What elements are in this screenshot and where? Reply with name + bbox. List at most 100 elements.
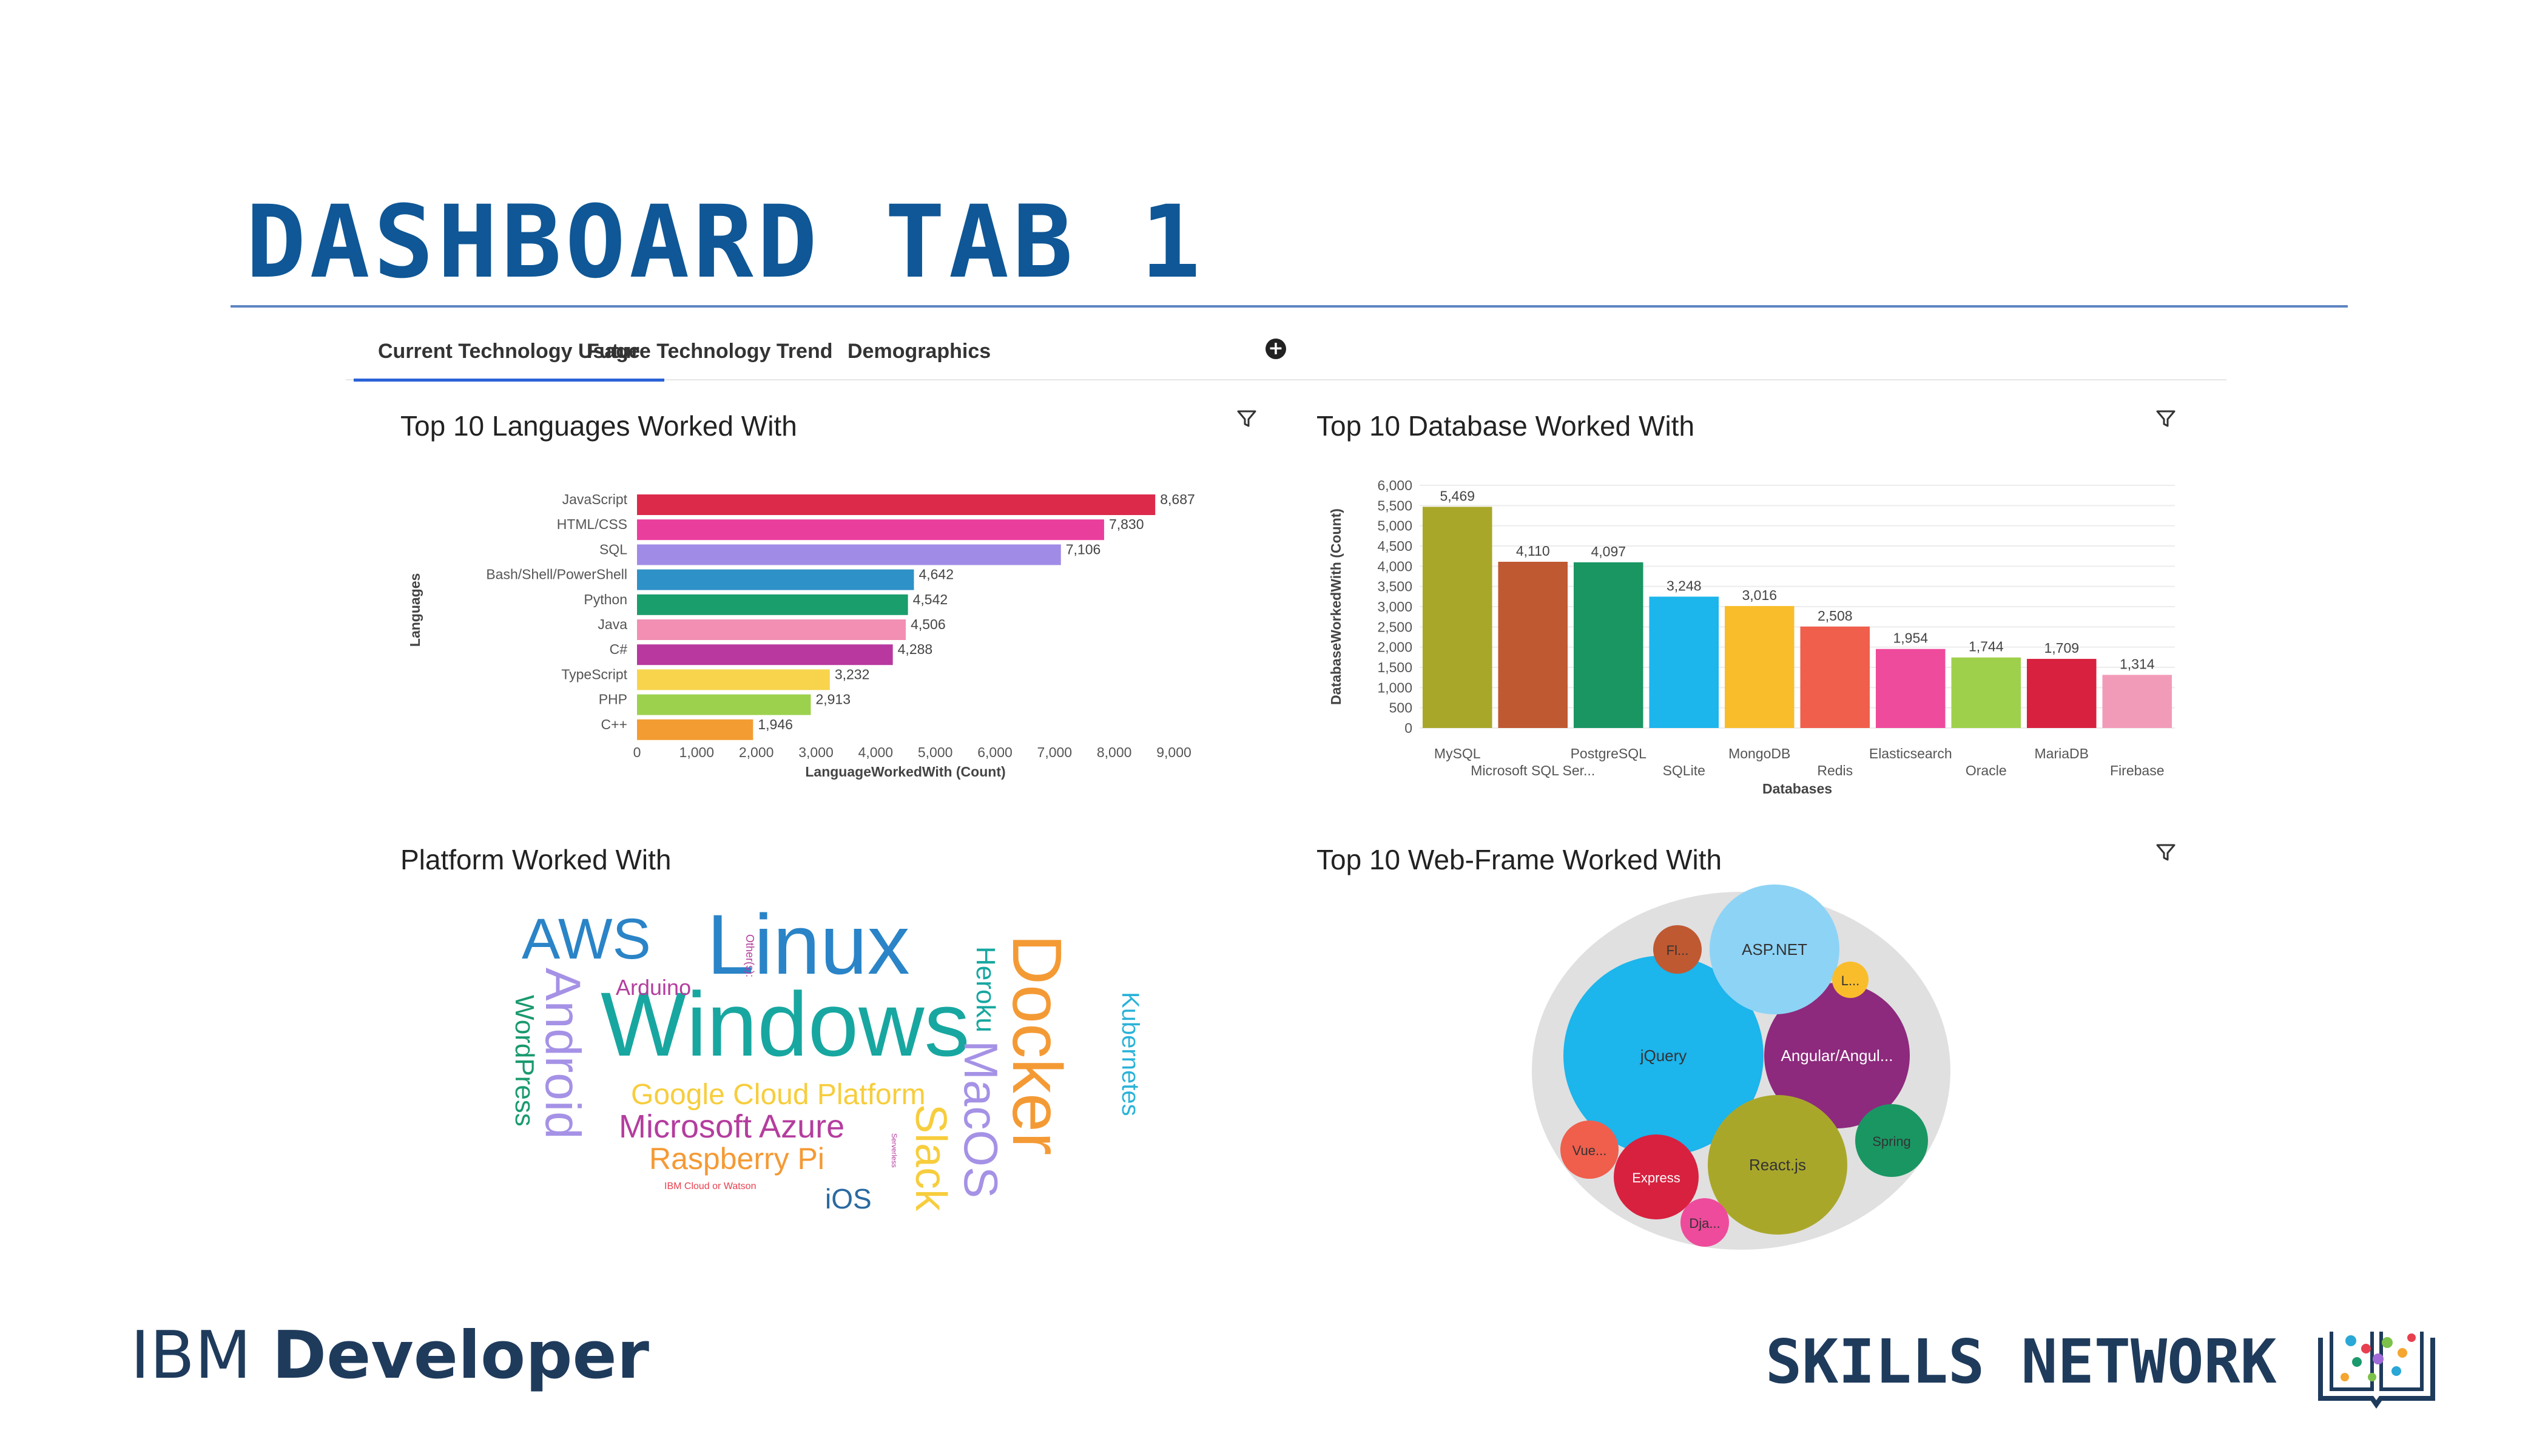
tab-bar: Current Technology Usage Future Technolo… [346, 322, 2226, 380]
y-tick-label: SQL [599, 541, 627, 557]
bar [1423, 507, 1492, 728]
bubble-label: Express [1632, 1170, 1680, 1185]
x-tick-label: MariaDB [2035, 746, 2089, 761]
word-cloud-word: Google Cloud Platform [631, 1079, 926, 1111]
y-tick-label: 6,000 [1377, 477, 1412, 493]
x-tick-label: 3,000 [798, 744, 834, 760]
bar [637, 519, 1104, 540]
tab-future-technology-trend[interactable]: Future Technology Trend [587, 340, 833, 363]
filter-icon[interactable] [2154, 406, 2178, 431]
bar-value-label: 2,508 [1818, 608, 1853, 624]
bar-value-label: 1,744 [1969, 639, 2004, 655]
x-tick-label: 8,000 [1097, 744, 1132, 760]
x-tick-label: Microsoft SQL Ser... [1471, 763, 1595, 778]
filter-icon[interactable] [2154, 840, 2178, 864]
y-tick-label: 1,000 [1377, 679, 1412, 695]
bar [637, 695, 811, 715]
title-divider [231, 305, 2348, 308]
word-cloud-word: Arduino [616, 975, 691, 1000]
x-tick-label: SQLite [1663, 763, 1705, 778]
bar-value-label: 4,097 [1591, 544, 1626, 559]
x-tick-label: 9,000 [1156, 744, 1191, 760]
y-tick-label: 4,000 [1377, 558, 1412, 574]
bubble-label: React.js [1749, 1156, 1806, 1174]
x-tick-label: Redis [1817, 763, 1853, 778]
bar-value-label: 2,913 [815, 692, 851, 707]
bar [1725, 606, 1795, 728]
platform-word-cloud: WindowsLinux DockerAWSAndroid MacOSSlackGo… [510, 904, 1177, 1244]
bar-value-label: 4,642 [918, 567, 954, 582]
word-cloud-word: Raspberry Pi [649, 1142, 824, 1176]
bar [1498, 562, 1568, 728]
bar-value-label: 5,469 [1440, 488, 1475, 504]
x-tick-label: Oracle [1966, 763, 2007, 778]
word-cloud-word: Microsoft Azure [619, 1108, 844, 1145]
dashboard: Current Technology Usage Future Technolo… [328, 322, 2245, 1280]
bar [2027, 659, 2097, 728]
tab-demographics[interactable]: Demographics [848, 340, 991, 363]
word-cloud-word: iOS [825, 1183, 872, 1215]
bar-value-label: 4,506 [911, 616, 946, 632]
x-tick-label: 5,000 [918, 744, 953, 760]
y-tick-label: 5,000 [1377, 518, 1412, 534]
bar [1876, 649, 1946, 728]
bar [637, 544, 1061, 565]
bar [637, 595, 908, 615]
bar [2102, 675, 2172, 728]
ibm-logo-bold: Developer [272, 1318, 649, 1394]
word-cloud-word: Heroku [971, 946, 1000, 1033]
word-cloud-word: Docker [998, 934, 1076, 1155]
x-tick-label: Elasticsearch [1869, 746, 1952, 761]
y-tick-label: 2,500 [1377, 619, 1412, 635]
webframe-bubble-chart: jQuery Angular/Angul... React.js ASP.NET Spr… [1529, 892, 1966, 1256]
word-cloud-word: Other(s): [744, 934, 756, 977]
bar-value-label: 1,314 [2120, 656, 2155, 672]
skills-network-logo: SKILLS NETWORK [1765, 1326, 2277, 1398]
bar [637, 669, 830, 690]
plus-circle-icon[interactable]: + [1266, 339, 1286, 359]
y-tick-label: 1,500 [1377, 659, 1412, 675]
bar-value-label: 1,946 [758, 716, 793, 732]
word-cloud-word: IBM Cloud or Watson [664, 1181, 756, 1191]
bar [1800, 627, 1870, 728]
bar-value-label: 7,106 [1066, 541, 1101, 557]
x-tick-label: MySQL [1434, 746, 1481, 761]
filter-icon[interactable] [1235, 406, 1259, 431]
x-tick-label: 1,000 [679, 744, 715, 760]
x-tick-label: Firebase [2110, 763, 2164, 778]
bubble-label: jQuery [1640, 1046, 1687, 1065]
webframes-panel-title: Top 10 Web-Frame Worked With [1316, 843, 1722, 876]
y-tick-label: TypeScript [561, 666, 627, 682]
x-tick-label: MongoDB [1728, 746, 1790, 761]
y-tick-label: C# [610, 641, 628, 657]
y-tick-label: HTML/CSS [557, 516, 627, 532]
x-tick-label: 4,000 [858, 744, 894, 760]
databases-panel-title: Top 10 Database Worked With [1316, 410, 1694, 442]
bar-value-label: 1,709 [2044, 640, 2079, 656]
y-tick-label: 5,500 [1377, 497, 1412, 513]
y-tick-label: C++ [601, 716, 627, 732]
bubble-label: Vue... [1572, 1143, 1607, 1158]
bar [637, 644, 893, 665]
slide-title: DASHBOARD TAB 1 [246, 182, 1204, 302]
ibm-logo-light: IBM [130, 1318, 251, 1394]
y-tick-label: 3,500 [1377, 579, 1412, 595]
y-tick-label: Python [584, 592, 627, 607]
bubble-label: Dja... [1689, 1216, 1720, 1231]
y-tick-label: 2,000 [1377, 639, 1412, 655]
y-tick-label: 3,000 [1377, 599, 1412, 615]
bar [637, 720, 753, 740]
bubble-label: L... [1841, 973, 1860, 988]
y-tick-label: 0 [1404, 720, 1412, 736]
y-tick-label: 4,500 [1377, 538, 1412, 554]
word-cloud-word: Slack [906, 1104, 955, 1212]
x-tick-label: 2,000 [739, 744, 774, 760]
bar [637, 619, 906, 640]
ibm-developer-logo: IBM Developer [130, 1316, 649, 1395]
x-tick-label: PostgreSQL [1571, 746, 1646, 761]
bar [637, 494, 1155, 515]
bar-value-label: 4,288 [898, 641, 933, 657]
word-cloud-word: WordPress [510, 995, 539, 1127]
bar-value-label: 7,830 [1109, 516, 1144, 532]
word-cloud-word: Android [535, 968, 590, 1139]
